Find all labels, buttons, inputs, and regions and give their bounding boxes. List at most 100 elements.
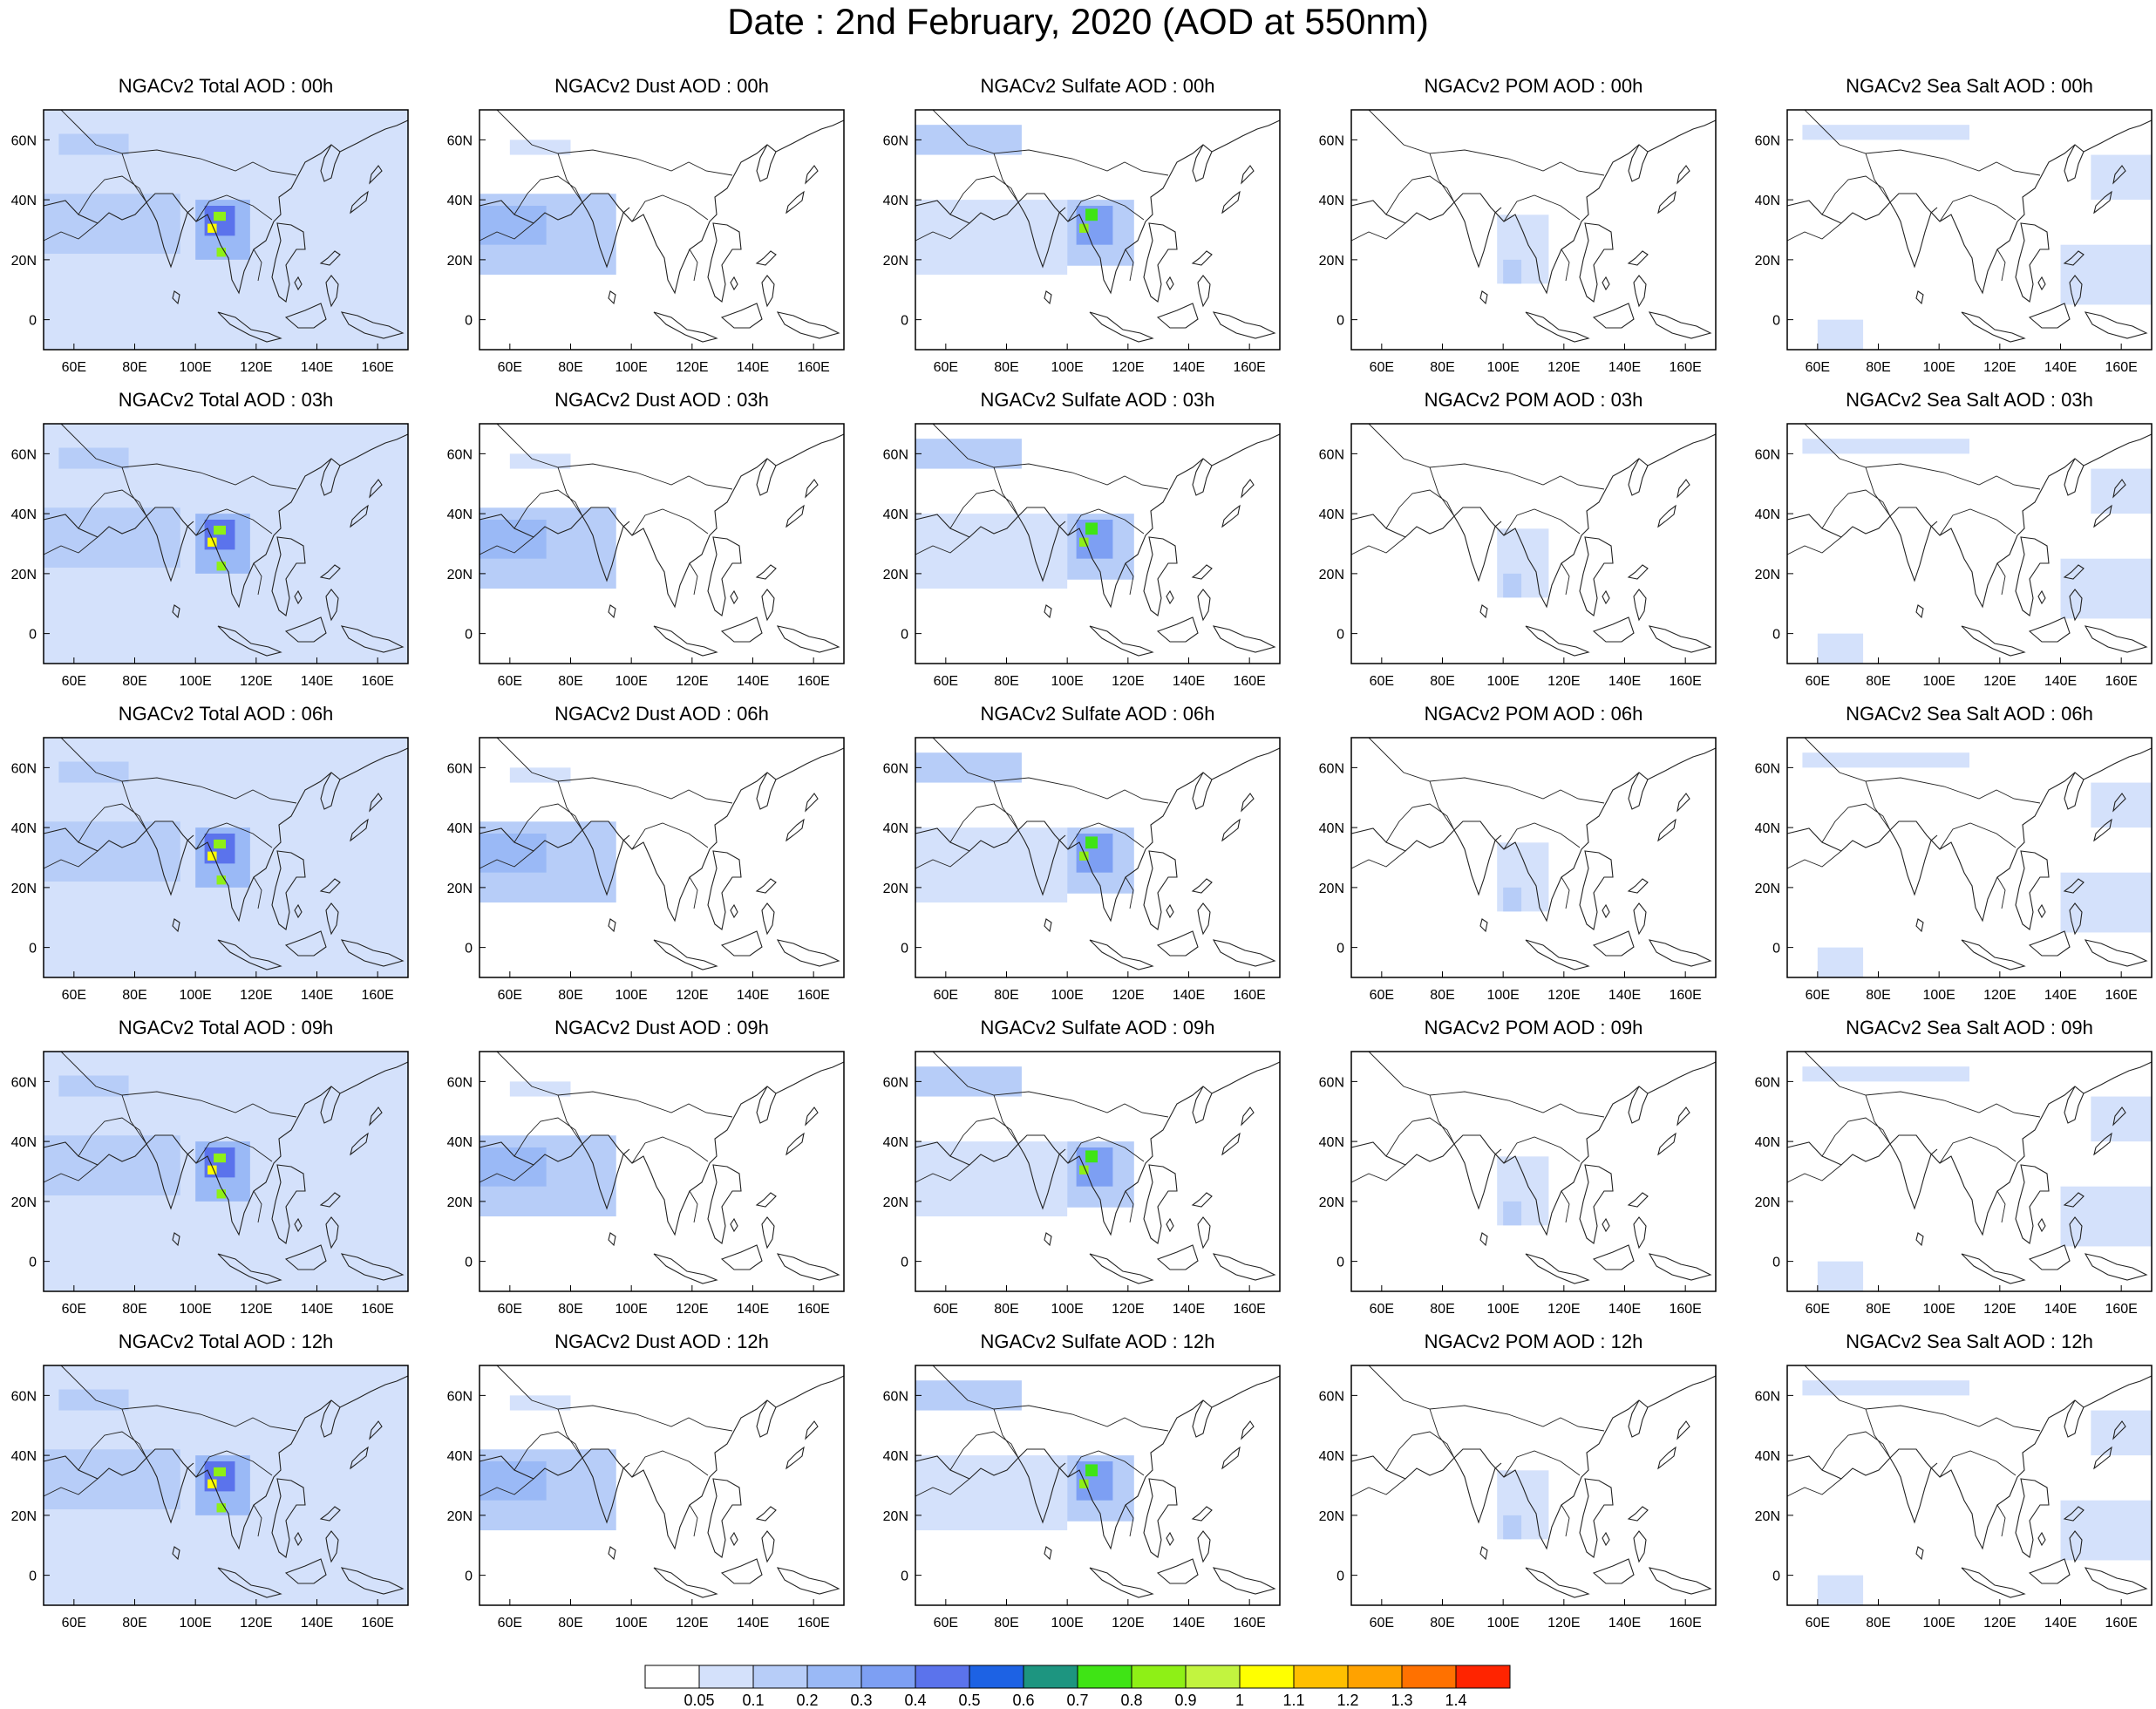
lat-tick-label: 60N <box>11 1389 37 1404</box>
aod-patch <box>1802 1066 1969 1082</box>
lon-tick-label: 80E <box>1430 1616 1454 1631</box>
panel-title: NGACv2 Total AOD : 12h <box>118 1331 334 1352</box>
lat-tick-label: 60N <box>447 447 473 462</box>
panel-title: NGACv2 Sea Salt AOD : 00h <box>1846 75 2093 97</box>
colorbar-label: 1 <box>1234 1692 1245 1709</box>
lat-tick-label: 60N <box>883 761 908 776</box>
lon-tick-label: 140E <box>1608 1616 1641 1631</box>
lat-tick-label: 20N <box>1319 1195 1344 1210</box>
lat-tick-label: 0 <box>465 628 473 643</box>
lat-tick-label: 60N <box>1319 761 1344 776</box>
aod-patch <box>1079 851 1089 861</box>
lon-tick-label: 160E <box>2105 674 2137 689</box>
lon-tick-label: 80E <box>1866 360 1890 375</box>
lon-tick-label: 120E <box>240 1616 272 1631</box>
lat-tick-label: 60N <box>1319 133 1344 148</box>
lon-tick-label: 120E <box>1547 988 1580 1003</box>
lon-tick-label: 160E <box>361 1616 393 1631</box>
aod-map: 60E 80E 100E 120E 140E 160E 0 20N 40N 60N <box>1755 1365 2153 1631</box>
map-panel-seasalt: 60E 80E 100E 120E 140E 160E 0 20N 40N 60N <box>1755 1365 2153 1631</box>
lon-tick-label: 120E <box>676 360 708 375</box>
aod-patch <box>2091 468 2152 514</box>
lon-tick-label: 120E <box>676 1302 708 1317</box>
lon-tick-label: 160E <box>361 360 393 375</box>
map-frame <box>1350 423 1717 664</box>
aod-patch <box>2060 558 2152 619</box>
lat-tick-label: 0 <box>465 1256 473 1270</box>
lat-tick-label: 60N <box>447 133 473 148</box>
map-frame <box>479 1365 845 1606</box>
lat-tick-label: 0 <box>1772 1569 1780 1584</box>
aod-map: 60E 80E 100E 120E 140E 160E 0 20N 40N 60N <box>447 1051 845 1317</box>
lon-tick-label: 120E <box>676 988 708 1003</box>
map-panel-total: 60E 80E 100E 120E 140E 160E 0 20N 40N 60N <box>11 109 409 375</box>
panel-title: NGACv2 Total AOD : 03h <box>118 389 334 411</box>
lon-tick-label: 80E <box>1866 1616 1890 1631</box>
lon-tick-label: 160E <box>2105 988 2137 1003</box>
panel-title: NGACv2 POM AOD : 12h <box>1424 1331 1643 1352</box>
aod-patch <box>1079 537 1089 547</box>
map-panel-total: 60E 80E 100E 120E 140E 160E 0 20N 40N 60N <box>11 423 409 689</box>
lon-tick-label: 140E <box>1173 1616 1205 1631</box>
lon-tick-label: 100E <box>179 1616 211 1631</box>
colorbar-label: 0.2 <box>796 1692 819 1709</box>
aod-map: 60E 80E 100E 120E 140E 160E 0 20N 40N 60N <box>883 423 1281 689</box>
aod-map: 60E 80E 100E 120E 140E 160E 0 20N 40N 60N <box>1319 737 1717 1003</box>
lat-tick-label: 20N <box>1319 568 1344 582</box>
map-panel-seasalt: 60E 80E 100E 120E 140E 160E 0 20N 40N 60N <box>1755 109 2153 375</box>
lon-tick-label: 80E <box>122 674 146 689</box>
lon-tick-label: 60E <box>62 1302 86 1317</box>
aod-patch <box>2060 872 2152 933</box>
lat-tick-label: 0 <box>1336 1256 1344 1270</box>
aod-patch <box>1503 573 1522 598</box>
lat-tick-label: 40N <box>11 194 37 208</box>
colorbar-swatch <box>1401 1665 1457 1689</box>
map-frame <box>1350 1365 1717 1606</box>
aod-patch <box>1802 1380 1969 1396</box>
panel-title: NGACv2 Sulfate AOD : 09h <box>980 1017 1215 1038</box>
aod-patch <box>2060 244 2152 305</box>
panel-title: NGACv2 POM AOD : 00h <box>1424 75 1643 97</box>
lon-tick-label: 60E <box>498 1302 522 1317</box>
lon-tick-label: 80E <box>122 1302 146 1317</box>
lat-tick-label: 40N <box>11 507 37 522</box>
map-frame <box>1786 1365 2153 1606</box>
colorbar-swatch <box>969 1665 1024 1689</box>
lon-tick-label: 80E <box>1866 674 1890 689</box>
lat-tick-label: 20N <box>1755 1195 1780 1210</box>
lat-tick-label: 0 <box>29 942 37 957</box>
lon-tick-label: 120E <box>1112 1616 1144 1631</box>
lat-tick-label: 0 <box>901 314 908 329</box>
colorbar-label: 1.3 <box>1391 1692 1413 1709</box>
colorbar-label: 0.3 <box>850 1692 873 1709</box>
lon-tick-label: 120E <box>1547 1302 1580 1317</box>
lon-tick-label: 160E <box>797 1302 829 1317</box>
lon-tick-label: 100E <box>179 360 211 375</box>
lon-tick-label: 80E <box>122 360 146 375</box>
lat-tick-label: 60N <box>447 1075 473 1090</box>
colorbar-swatch <box>1185 1665 1241 1689</box>
map-frame <box>479 1051 845 1292</box>
panel-title: NGACv2 Sulfate AOD : 06h <box>980 703 1215 725</box>
panel-title: NGACv2 Sea Salt AOD : 03h <box>1846 389 2093 411</box>
lat-tick-label: 40N <box>11 1135 37 1150</box>
aod-map: 60E 80E 100E 120E 140E 160E 0 20N 40N 60N <box>447 737 845 1003</box>
lon-tick-label: 160E <box>1233 988 1265 1003</box>
lon-tick-label: 100E <box>179 674 211 689</box>
lon-tick-label: 160E <box>2105 1302 2137 1317</box>
aod-map: 60E 80E 100E 120E 140E 160E 0 20N 40N 60N <box>11 737 409 1003</box>
lat-tick-label: 40N <box>1755 821 1780 836</box>
aod-patch <box>214 525 226 535</box>
map-panel-pom: 60E 80E 100E 120E 140E 160E 0 20N 40N 60N <box>1319 1051 1717 1317</box>
map-frame <box>43 423 409 664</box>
lon-tick-label: 60E <box>498 1616 522 1631</box>
lon-tick-label: 140E <box>737 988 769 1003</box>
aod-patch <box>2091 154 2152 201</box>
lon-tick-label: 120E <box>1983 1302 2016 1317</box>
lon-tick-label: 120E <box>1112 360 1144 375</box>
colorbar-label: 0.1 <box>742 1692 765 1709</box>
colorbar-label: 0.8 <box>1120 1692 1143 1709</box>
aod-map: 60E 80E 100E 120E 140E 160E 0 20N 40N 60N <box>447 1365 845 1631</box>
aod-map: 60E 80E 100E 120E 140E 160E 0 20N 40N 60N <box>1755 109 2153 375</box>
lon-tick-label: 160E <box>1233 674 1265 689</box>
